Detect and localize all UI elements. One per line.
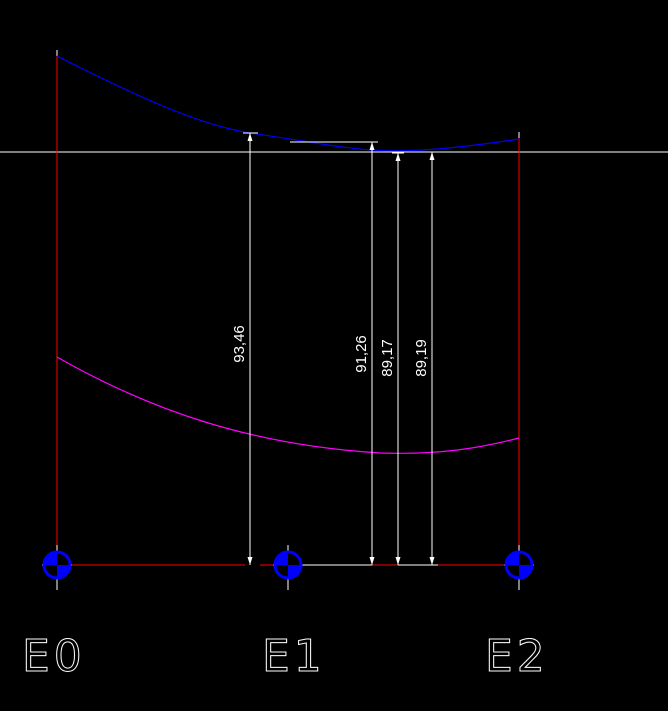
lower-profile-curve bbox=[56, 356, 520, 454]
top-profile-curve bbox=[56, 55, 520, 152]
dimension-line-2 bbox=[369, 142, 375, 565]
dimension-value-4: 89,19 bbox=[413, 339, 430, 377]
station-label-e2: E2 bbox=[485, 631, 549, 682]
dimension-line-3 bbox=[395, 153, 401, 565]
dimension-value-1: 93,46 bbox=[231, 325, 248, 363]
station-marker-e2 bbox=[504, 545, 534, 590]
dimension-line-4 bbox=[429, 152, 435, 565]
station-label-e0: E0 bbox=[22, 631, 86, 682]
station-marker-e0 bbox=[42, 545, 72, 590]
dimension-value-3: 89,17 bbox=[379, 339, 396, 377]
dimension-line-1 bbox=[247, 133, 253, 565]
station-marker-e1 bbox=[273, 545, 303, 590]
dimension-value-2: 91,26 bbox=[353, 335, 370, 373]
station-label-e1: E1 bbox=[262, 631, 326, 682]
